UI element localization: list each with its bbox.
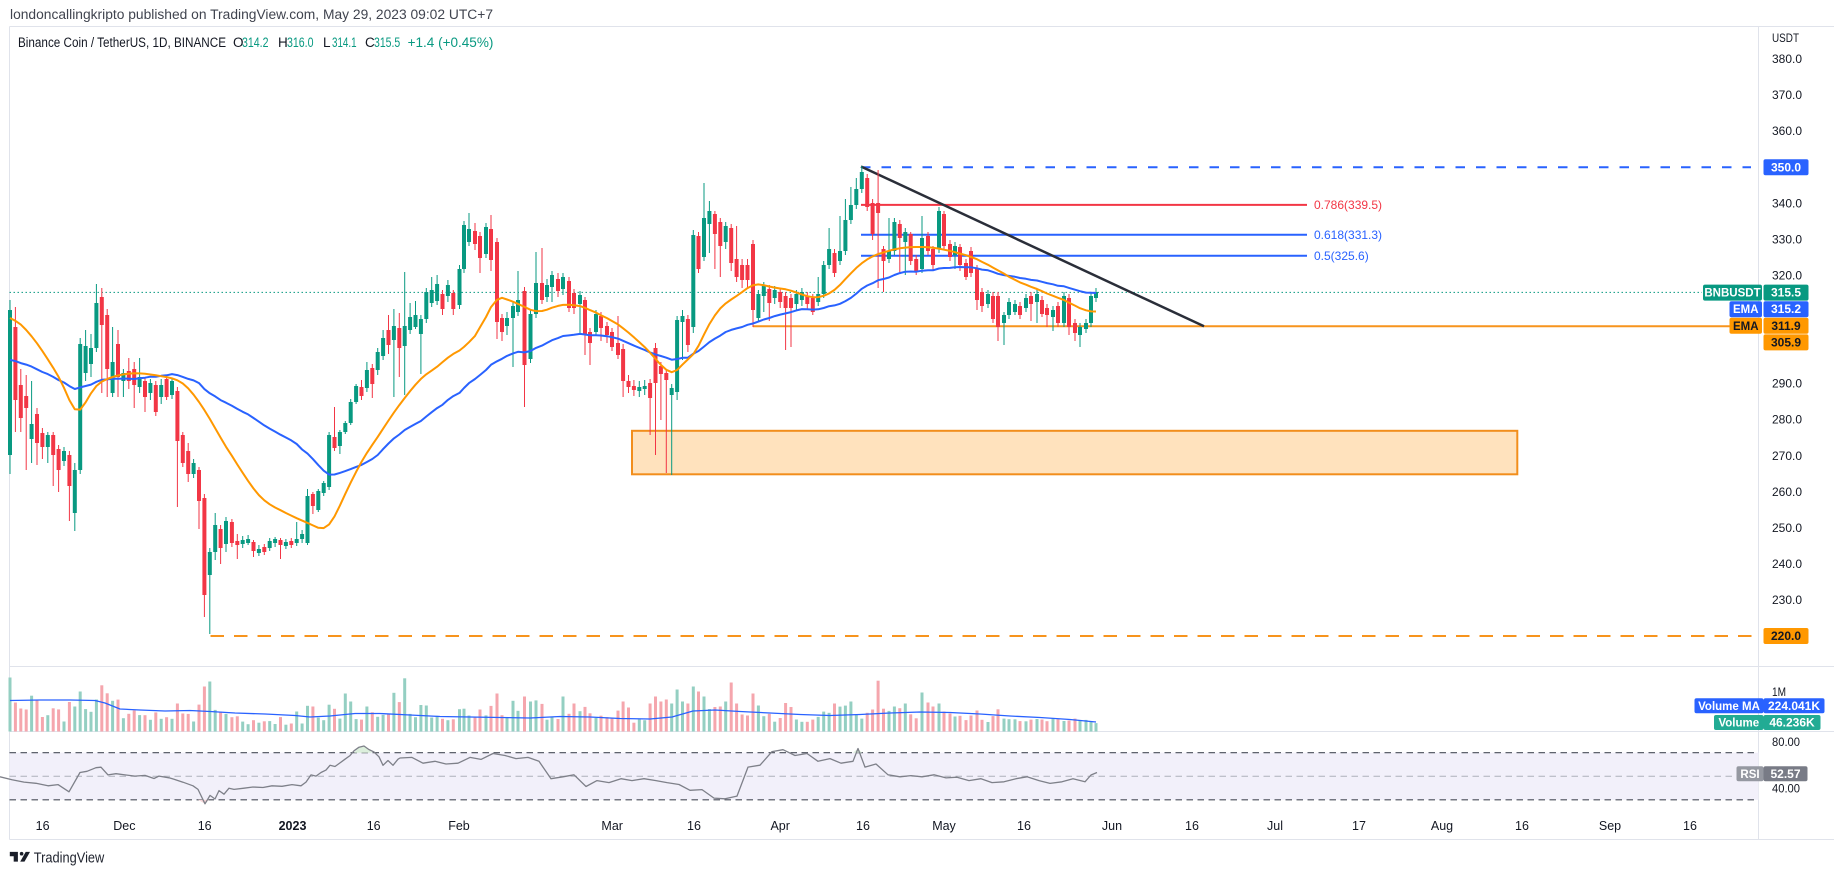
svg-text:240.0: 240.0 [1772,557,1802,571]
svg-text:Jul: Jul [1267,819,1283,833]
svg-text:Jun: Jun [1102,819,1122,833]
svg-text:16: 16 [367,819,381,833]
svg-text:17: 17 [1352,819,1366,833]
svg-text:16: 16 [1683,819,1697,833]
svg-text:316.0: 316.0 [287,35,314,50]
svg-text:340.0: 340.0 [1772,196,1802,210]
svg-text:May: May [932,819,956,833]
svg-text:314.2: 314.2 [242,35,269,50]
svg-text:USDT: USDT [1772,31,1800,45]
svg-text:londoncallingkripto published: londoncallingkripto published on Trading… [10,7,493,22]
svg-text:EMA: EMA [1733,304,1759,316]
svg-text:230.0: 230.0 [1772,593,1802,607]
svg-text:16: 16 [1185,819,1199,833]
svg-text:EMA: EMA [1733,321,1759,333]
svg-text:270.0: 270.0 [1772,449,1802,463]
svg-text:L: L [323,35,331,50]
svg-text:+1.4 (+0.45%): +1.4 (+0.45%) [408,35,494,50]
svg-text:1M: 1M [1772,685,1786,699]
svg-text:290.0: 290.0 [1772,377,1802,391]
svg-text:16: 16 [198,819,212,833]
svg-text:224.041K: 224.041K [1768,699,1820,713]
svg-text:2023: 2023 [279,819,307,833]
svg-text:52.57: 52.57 [1770,767,1800,781]
svg-text:360.0: 360.0 [1772,124,1802,138]
svg-text:311.9: 311.9 [1771,319,1801,333]
svg-text:Feb: Feb [448,819,470,833]
svg-text:0.786(339.5): 0.786(339.5) [1314,198,1382,212]
svg-text:Aug: Aug [1431,819,1453,833]
svg-text:320.0: 320.0 [1772,269,1802,283]
svg-text:314.1: 314.1 [332,35,357,50]
svg-text:16: 16 [687,819,701,833]
svg-text:40.00: 40.00 [1772,781,1800,795]
svg-text:Volume MA: Volume MA [1698,701,1760,713]
svg-text:260.0: 260.0 [1772,485,1802,499]
svg-text:C: C [365,35,375,50]
svg-text:Mar: Mar [601,819,623,833]
svg-text:380.0: 380.0 [1772,52,1802,66]
svg-text:315.5: 315.5 [374,35,400,50]
svg-text:BNBUSDT: BNBUSDT [1704,288,1760,300]
svg-text:Binance Coin / TetherUS, 1D, B: Binance Coin / TetherUS, 1D, BINANCE [18,35,226,50]
svg-text:315.2: 315.2 [1771,302,1801,316]
svg-text:370.0: 370.0 [1772,88,1802,102]
svg-text:280.0: 280.0 [1772,413,1802,427]
svg-text:305.9: 305.9 [1771,335,1801,349]
svg-text:16: 16 [1515,819,1529,833]
svg-text:Dec: Dec [113,819,135,833]
svg-text:46.236K: 46.236K [1769,716,1815,730]
svg-text:0.618(331.3): 0.618(331.3) [1314,228,1382,242]
svg-text:220.0: 220.0 [1771,629,1801,643]
svg-text:Apr: Apr [770,819,789,833]
svg-text:Volume: Volume [1718,718,1759,730]
svg-text:250.0: 250.0 [1772,521,1802,535]
svg-text:16: 16 [856,819,870,833]
svg-text:TradingView: TradingView [34,851,105,867]
svg-text:Sep: Sep [1599,819,1621,833]
svg-text:350.0: 350.0 [1771,160,1801,174]
svg-text:H: H [278,35,288,50]
svg-text:0.5(325.6): 0.5(325.6) [1314,249,1369,263]
svg-text:16: 16 [1017,819,1031,833]
svg-text:RSI: RSI [1740,769,1759,781]
svg-text:O: O [233,35,244,50]
svg-text:315.5: 315.5 [1771,286,1801,300]
svg-text:80.00: 80.00 [1772,735,1800,749]
svg-text:16: 16 [36,819,50,833]
svg-text:330.0: 330.0 [1772,232,1802,246]
